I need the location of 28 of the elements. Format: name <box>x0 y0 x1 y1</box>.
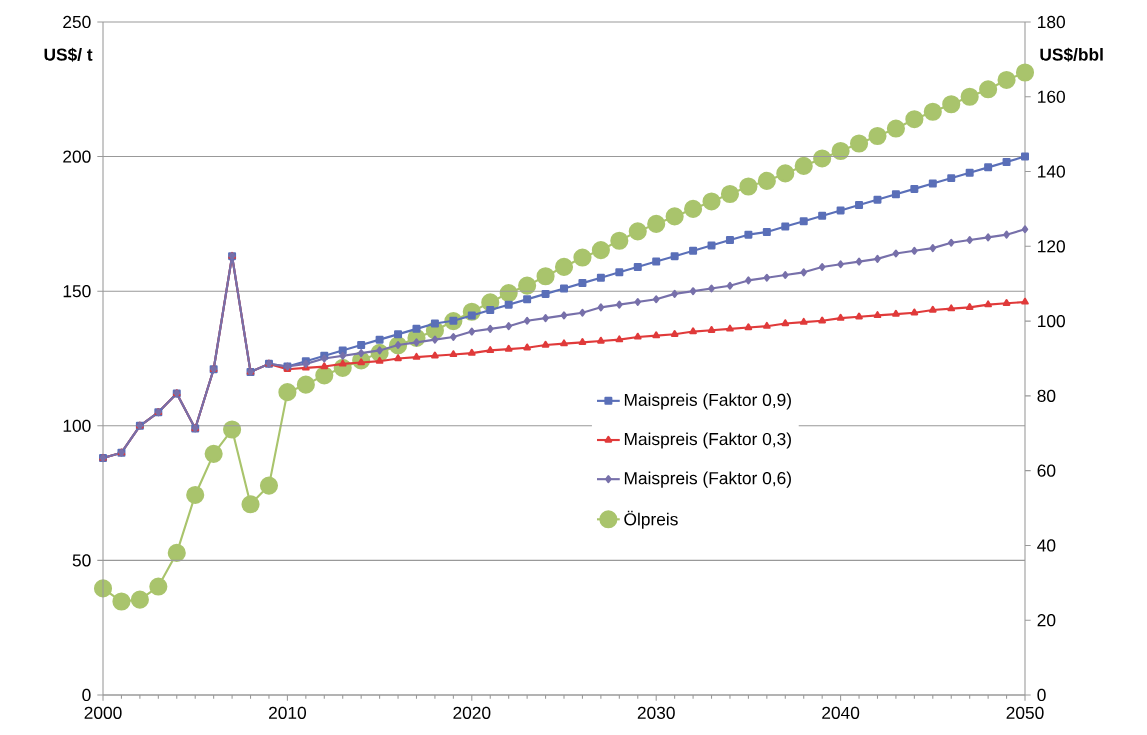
y-tick-label: 50 <box>72 554 91 567</box>
y2-tick-label: 180 <box>1038 15 1065 29</box>
y2-tick-label: 20 <box>1037 614 1056 627</box>
y2-tick-label: 60 <box>1037 464 1056 477</box>
x-tick-label: 2040 <box>822 706 860 719</box>
y2-tick-label: 160 <box>1038 90 1065 103</box>
legend-label: Maispreis (Faktor 0,3) <box>624 432 791 449</box>
x-tick-label: 2010 <box>269 706 307 719</box>
y-axis-title: US$/ t <box>44 47 93 62</box>
legend-label: Ölpreis <box>624 510 678 529</box>
y2-tick-label: 100 <box>1038 314 1065 328</box>
y-tick-label: 100 <box>63 419 91 432</box>
y2-axis-title: US$/bbl <box>1040 47 1103 62</box>
y2-tick-label: 120 <box>1038 240 1065 253</box>
x-tick-label: 2050 <box>1006 706 1044 719</box>
y2-tick-label: 140 <box>1038 165 1065 178</box>
y2-tick-label: 80 <box>1037 389 1056 403</box>
legend-label: Maispreis (Faktor 0,9) <box>624 393 791 410</box>
y2-tick-label: 0 <box>1037 688 1046 702</box>
y-tick-label: 150 <box>63 285 91 298</box>
x-tick-label: 2020 <box>453 706 491 719</box>
y2-tick-label: 40 <box>1037 539 1056 552</box>
legend-label: Maispreis (Faktor 0,6) <box>624 471 791 488</box>
x-tick-label: 2030 <box>637 706 675 719</box>
y-tick-label: 250 <box>63 15 91 29</box>
y-tick-label: 200 <box>63 150 91 163</box>
x-tick-label: 2000 <box>84 706 122 719</box>
y-tick-label: 0 <box>82 688 91 702</box>
